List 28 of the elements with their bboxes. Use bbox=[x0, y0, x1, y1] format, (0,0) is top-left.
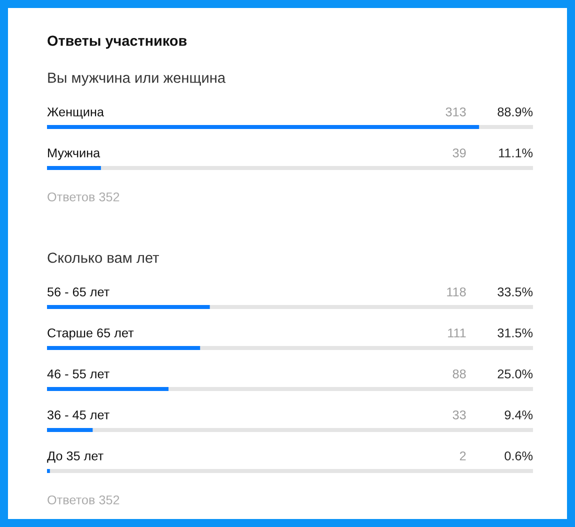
data-label: 9.4% bbox=[504, 410, 533, 420]
data-label: 33.5% bbox=[498, 287, 533, 296]
data-label: 11.1% bbox=[499, 148, 533, 158]
annotation: 118 bbox=[447, 287, 466, 296]
data-label: 0.6% bbox=[504, 451, 533, 460]
annotation: 2 bbox=[460, 451, 466, 460]
y-tick-label: Старше 65 лет bbox=[48, 328, 134, 340]
annotation: 39 bbox=[452, 148, 466, 158]
chart-subtitle: Сколько вам лет bbox=[48, 252, 159, 263]
text: Ответов 352 bbox=[48, 192, 120, 202]
bar bbox=[47, 428, 93, 432]
y-tick-label: Мужчина bbox=[48, 148, 100, 160]
data-label: 25.0% bbox=[498, 369, 533, 378]
y-tick-label: 36 - 45 лет bbox=[47, 410, 110, 420]
annotation: 111 bbox=[448, 328, 466, 338]
chart-title: Ответы участников bbox=[48, 36, 187, 49]
annotation: 33 bbox=[452, 410, 466, 420]
chart-subtitle: Вы мужчина или женщина bbox=[48, 72, 226, 86]
y-tick-label: Женщина bbox=[47, 108, 104, 119]
y-tick-label: 56 - 65 лет bbox=[48, 287, 110, 296]
annotation: 88 bbox=[452, 369, 466, 378]
y-tick-label: До 35 лет bbox=[47, 451, 104, 463]
data-label: 88.9% bbox=[498, 107, 533, 116]
y-tick-label: 46 - 55 лет bbox=[47, 369, 110, 378]
data-label: 31.5% bbox=[498, 328, 533, 338]
text: Ответов 352 bbox=[48, 495, 120, 504]
annotation: 313 bbox=[446, 107, 466, 116]
bar bbox=[47, 469, 50, 473]
